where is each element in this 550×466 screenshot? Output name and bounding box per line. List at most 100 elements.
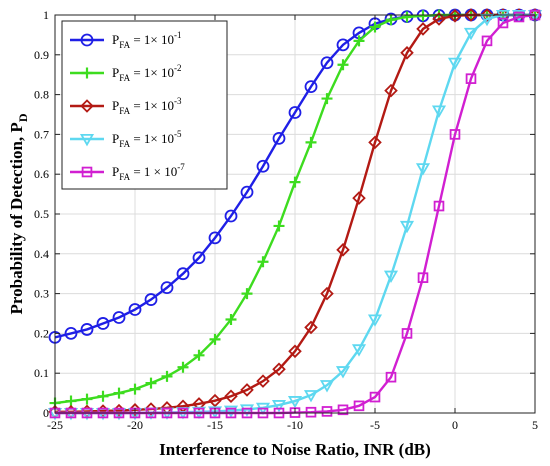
data-point-triangle bbox=[495, 9, 511, 23]
data-point-square bbox=[449, 129, 461, 140]
data-point-diamond bbox=[304, 320, 318, 335]
legend-label: PFA = 1× 10-3 bbox=[112, 96, 182, 116]
legend-label: PFA = 1× 10-2 bbox=[112, 63, 182, 83]
legend-item-1: PFA = 1× 10-1 bbox=[70, 30, 182, 50]
data-point-circle bbox=[112, 311, 126, 324]
data-point-circle bbox=[160, 281, 174, 295]
data-point-diamond bbox=[336, 243, 350, 257]
data-point-square bbox=[417, 272, 429, 283]
data-point-plus bbox=[289, 176, 301, 188]
data-point-square bbox=[433, 200, 445, 212]
data-point-diamond bbox=[256, 374, 270, 388]
ticks: -25 -20 -15 -10 -5 0 5 0 0.1 0.2 0.3 0.4 0.5 0.6 0.7 0.… bbox=[34, 8, 538, 432]
data-point-plus bbox=[385, 14, 397, 26]
data-point-circle bbox=[128, 303, 142, 316]
data-point-circle bbox=[288, 106, 302, 119]
data-point-triangle bbox=[463, 27, 479, 41]
legend-label-exponent: -2 bbox=[174, 63, 182, 73]
legend-label-subscript: FA bbox=[119, 172, 130, 182]
data-point-plus bbox=[129, 383, 141, 395]
data-point-diamond bbox=[416, 22, 430, 36]
legend-label-value: = 1× 10 bbox=[130, 32, 174, 47]
data-point-diamond bbox=[240, 383, 254, 397]
data-point-plus bbox=[177, 361, 189, 373]
data-point-circle bbox=[336, 38, 350, 52]
data-point-square bbox=[337, 404, 349, 416]
data-point-square bbox=[385, 371, 397, 383]
x-tick-label: 5 bbox=[532, 418, 538, 432]
data-point-triangle bbox=[223, 405, 239, 418]
data-point-plus bbox=[113, 387, 125, 399]
y-tick-label: 0.6 bbox=[34, 167, 49, 181]
data-point-plus bbox=[369, 21, 381, 33]
data-point-plus bbox=[321, 93, 333, 105]
legend-label-value: = 1× 10 bbox=[130, 131, 174, 146]
y-tick-label: 0.5 bbox=[34, 207, 49, 221]
data-point-circle bbox=[272, 131, 286, 145]
data-point-triangle bbox=[319, 380, 335, 393]
data-point-diamond bbox=[272, 362, 286, 376]
data-point-diamond bbox=[288, 344, 302, 359]
legend-label: PFA = 1× 10-1 bbox=[112, 30, 182, 50]
data-point-diamond bbox=[80, 99, 94, 113]
legend-label-subscript: FA bbox=[119, 40, 130, 50]
data-point-square bbox=[353, 400, 365, 412]
data-point-triangle bbox=[239, 404, 255, 417]
data-point-circle bbox=[80, 33, 94, 47]
data-point-plus bbox=[417, 10, 429, 22]
data-point-square bbox=[481, 35, 493, 47]
y-tick-label: 0 bbox=[43, 406, 49, 420]
legend-label: PFA = 1× 10-5 bbox=[112, 129, 182, 149]
y-tick-label: 0.3 bbox=[34, 287, 49, 301]
legend-label-exponent: -7 bbox=[177, 162, 185, 172]
legend-label-subscript: FA bbox=[119, 73, 130, 83]
data-point-circle bbox=[192, 251, 206, 265]
data-point-circle bbox=[64, 326, 78, 340]
data-point-diamond bbox=[320, 286, 334, 301]
data-point-triangle bbox=[335, 366, 351, 379]
data-point-square bbox=[369, 391, 381, 403]
x-tick-label: 0 bbox=[452, 418, 458, 432]
data-point-plus bbox=[337, 59, 349, 71]
legend-label-main: P bbox=[112, 65, 119, 80]
data-point-diamond bbox=[224, 389, 238, 404]
x-axis-title: Interference to Noise Ratio, INR (dB) bbox=[159, 440, 431, 459]
y-tick-label: 0.8 bbox=[34, 88, 49, 102]
y-tick-label: 0.4 bbox=[34, 247, 49, 261]
data-point-circle bbox=[96, 317, 110, 330]
data-point-diamond bbox=[432, 12, 446, 26]
data-point-triangle bbox=[351, 344, 367, 357]
legend-label-main: P bbox=[112, 131, 119, 146]
data-point-square bbox=[513, 11, 525, 23]
legend-label-value: = 1× 10 bbox=[130, 65, 174, 80]
x-tick-label: -5 bbox=[370, 418, 380, 432]
legend-label-main: P bbox=[112, 164, 119, 179]
data-point-diamond bbox=[352, 191, 366, 205]
data-point-triangle bbox=[399, 220, 415, 234]
data-point-plus bbox=[145, 377, 157, 389]
data-point-square bbox=[465, 73, 477, 84]
legend-item-2: PFA = 1× 10-2 bbox=[70, 63, 182, 83]
data-point-plus bbox=[273, 220, 285, 232]
legend-item-3: PFA = 1× 10-3 bbox=[70, 96, 182, 116]
data-point-circle bbox=[208, 231, 222, 245]
y-tick-label: 0.9 bbox=[34, 48, 49, 62]
legend-label-main: P bbox=[112, 32, 119, 47]
legend-label-subscript: FA bbox=[119, 139, 130, 149]
data-point-circle bbox=[304, 80, 318, 94]
data-point-circle bbox=[224, 209, 238, 223]
data-point-circle bbox=[256, 159, 270, 173]
legend-label-exponent: -1 bbox=[174, 30, 182, 40]
data-point-plus bbox=[305, 136, 317, 148]
data-point-plus bbox=[81, 393, 93, 405]
x-tick-label: -20 bbox=[127, 418, 143, 432]
legend-label-exponent: -5 bbox=[174, 129, 182, 139]
data-point-plus bbox=[401, 11, 413, 23]
data-point-diamond bbox=[384, 83, 398, 98]
y-axis-title: Probability of Detection, PD bbox=[7, 113, 30, 314]
data-point-triangle bbox=[415, 163, 431, 176]
data-point-plus bbox=[193, 349, 205, 361]
data-point-triangle bbox=[79, 133, 95, 147]
